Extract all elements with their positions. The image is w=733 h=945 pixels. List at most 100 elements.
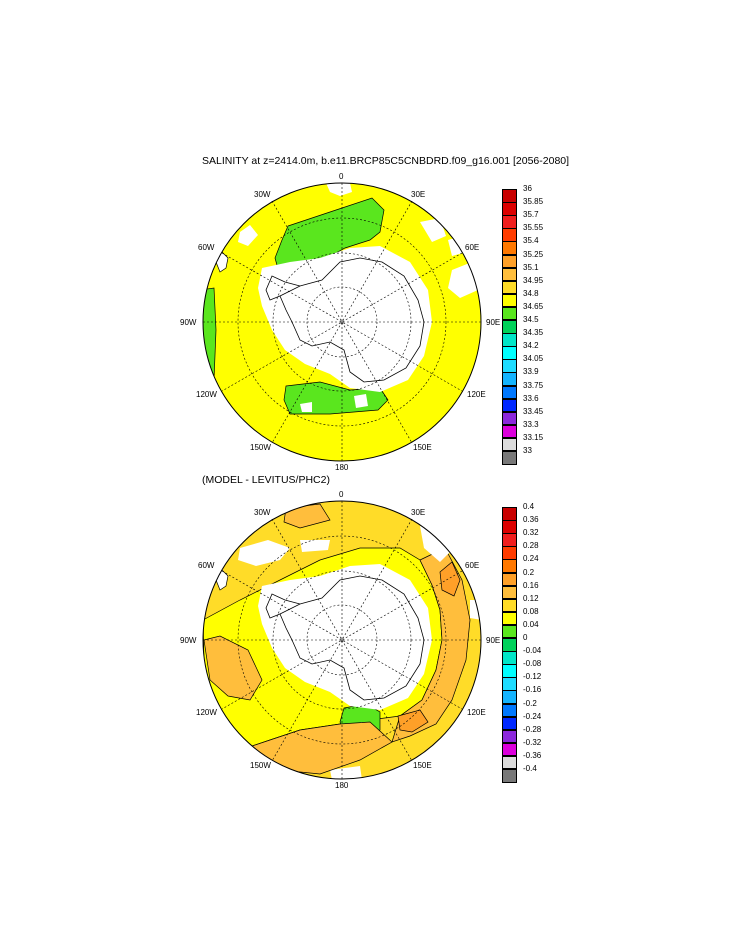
panel2-colorbar-label: -0.04 bbox=[523, 646, 542, 656]
panel1-colorbar-label: 33.6 bbox=[523, 393, 539, 403]
panel1-colorbar-swatch bbox=[502, 372, 517, 386]
panel2-colorbar-swatch bbox=[502, 690, 517, 704]
panel1-colorbar-label: 34.65 bbox=[523, 301, 544, 311]
panel2-colorbar-swatch bbox=[502, 729, 517, 744]
panel2-colorbar-swatch bbox=[502, 598, 517, 613]
panel1-colorbar-label: 33.45 bbox=[523, 406, 544, 416]
p1-lon-0: 0 bbox=[339, 172, 344, 181]
p2-lon-60e: 60E bbox=[465, 561, 480, 570]
panel2-colorbar-label: -0.4 bbox=[523, 764, 537, 773]
panel2-colorbar-label: -0.08 bbox=[523, 659, 542, 669]
panel1-colorbar-swatch bbox=[502, 267, 517, 282]
panel1-colorbar-label: 33.75 bbox=[523, 380, 544, 390]
panel1-colorbar-label: 34.5 bbox=[523, 315, 539, 324]
panel1-colorbar-swatch bbox=[502, 398, 517, 413]
panel1-colorbar-swatch bbox=[502, 320, 517, 334]
panel2-colorbar-label: -0.36 bbox=[523, 750, 542, 760]
panel2-colorbar-label: -0.16 bbox=[523, 685, 542, 695]
panel2-colorbar-label: -0.32 bbox=[523, 737, 542, 747]
panel2-colorbar-swatch bbox=[502, 507, 517, 521]
panel2-colorbar-label: 0.4 bbox=[523, 502, 535, 511]
panel2-map-border bbox=[202, 500, 482, 780]
p2-lon-150w: 150W bbox=[250, 761, 271, 770]
panel1-colorbar-swatch bbox=[502, 280, 517, 295]
panel1-colorbar-label: 35.25 bbox=[523, 249, 544, 259]
panel1-colorbar-swatch bbox=[502, 202, 517, 216]
panel1-colorbar-swatch bbox=[502, 359, 517, 373]
panel1-map-border bbox=[202, 182, 482, 462]
panel2-colorbar-label: 0.28 bbox=[523, 541, 539, 551]
panel2-graticule bbox=[203, 501, 481, 779]
panel2-colorbar-swatch bbox=[502, 572, 517, 587]
p2-lon-150e: 150E bbox=[413, 761, 432, 770]
panel2-field bbox=[203, 501, 481, 779]
panel1-colorbar-label: 34.8 bbox=[523, 288, 539, 298]
panel2-colorbar-label: 0.2 bbox=[523, 567, 535, 577]
panel1-colorbar-label: 35.55 bbox=[523, 223, 544, 233]
p2-lon-0: 0 bbox=[339, 490, 344, 499]
panel1-colorbar-swatch bbox=[502, 411, 517, 426]
panel1-colorbar-label: 36 bbox=[523, 184, 532, 193]
p1-lon-90w: 90W bbox=[180, 318, 197, 327]
p1-lon-30w: 30W bbox=[254, 190, 271, 199]
panel2-colorbar-label: 0.04 bbox=[523, 619, 539, 629]
panel2-colorbar-label: 0.08 bbox=[523, 606, 539, 616]
panel2-colorbar-swatch bbox=[502, 533, 517, 547]
panel1-colorbar-label: 35.7 bbox=[523, 210, 539, 220]
panel2-colorbar-label: -0.12 bbox=[523, 672, 542, 682]
panel2-colorbar-label: -0.28 bbox=[523, 724, 542, 734]
panel1-colorbar-swatch bbox=[502, 228, 517, 242]
panel2-colorbar-swatch bbox=[502, 742, 517, 757]
panel2-colorbar-label: 0.32 bbox=[523, 528, 539, 538]
panel1-colorbar-swatch bbox=[502, 346, 517, 360]
panel1-colorbar-label: 33.9 bbox=[523, 367, 539, 377]
panel1-colorbar-swatch bbox=[502, 215, 517, 229]
panel1-colorbar-label: 35.4 bbox=[523, 236, 539, 246]
panel1-title: SALINITY at z=2414.0m, b.e11.BRCP85C5CNB… bbox=[202, 155, 570, 167]
panel1-colorbar-swatch bbox=[502, 333, 517, 347]
p1-lon-30e: 30E bbox=[411, 190, 426, 199]
p2-lon-120w: 120W bbox=[196, 708, 217, 717]
panel1-colorbar: 36 35.85 35.7 35.55 35.4 35.25 35.1 34.95 34.8 34… bbox=[502, 184, 562, 465]
panel2-colorbar-swatch bbox=[502, 638, 517, 652]
p1-lon-60w: 60W bbox=[198, 243, 215, 252]
p2-lon-60w: 60W bbox=[198, 561, 215, 570]
panel2-colorbar-swatch bbox=[502, 520, 517, 534]
p1-lon-150e: 150E bbox=[413, 443, 432, 452]
panel1-colorbar-swatch bbox=[502, 306, 517, 321]
panel1-colorbar-label: 34.95 bbox=[523, 275, 544, 285]
p1-lon-120w: 120W bbox=[196, 390, 217, 399]
panel1-colorbar-label: 34.2 bbox=[523, 341, 539, 351]
panel1-colorbar-label: 33 bbox=[523, 446, 532, 455]
p1-lon-120e: 120E bbox=[467, 390, 486, 399]
p2-lon-90e: 90E bbox=[486, 636, 501, 645]
panel1-graticule bbox=[203, 183, 481, 461]
panel2-colorbar-swatch bbox=[502, 677, 517, 691]
panel2-colorbar-swatch bbox=[502, 755, 517, 770]
panel1-colorbar-swatch bbox=[502, 424, 517, 439]
panel1-colorbar-swatch bbox=[502, 293, 517, 308]
p2-lon-30e: 30E bbox=[411, 508, 426, 517]
panel1-colorbar-swatch bbox=[502, 254, 517, 269]
p1-lon-90e: 90E bbox=[486, 318, 501, 327]
panel1-colorbar-label: 33.3 bbox=[523, 419, 539, 429]
panel2-colorbar-label: -0.2 bbox=[523, 698, 537, 708]
panel1-colorbar-swatch bbox=[502, 385, 517, 400]
panel1-colorbar-label: 33.15 bbox=[523, 432, 544, 442]
panel1-colorbar-swatch bbox=[502, 189, 517, 203]
panel2-colorbar-label: 0.16 bbox=[523, 580, 539, 590]
p2-lon-90w: 90W bbox=[180, 636, 197, 645]
panel2-colorbar-label: 0.24 bbox=[523, 554, 539, 564]
p2-lon-120e: 120E bbox=[467, 708, 486, 717]
panel2-colorbar-label: -0.24 bbox=[523, 711, 542, 721]
panel1-colorbar-label: 35.1 bbox=[523, 262, 539, 272]
panel1-colorbar-label: 34.35 bbox=[523, 328, 544, 338]
panel2-colorbar-swatch bbox=[502, 651, 517, 665]
panel1-field bbox=[203, 183, 481, 461]
panel2-colorbar-swatch bbox=[502, 585, 517, 600]
panel1-colorbar-swatch bbox=[502, 451, 517, 465]
panel1-colorbar-swatch bbox=[502, 241, 517, 255]
panel2-colorbar-swatch bbox=[502, 716, 517, 731]
panel2-colorbar-label: 0.12 bbox=[523, 593, 539, 603]
